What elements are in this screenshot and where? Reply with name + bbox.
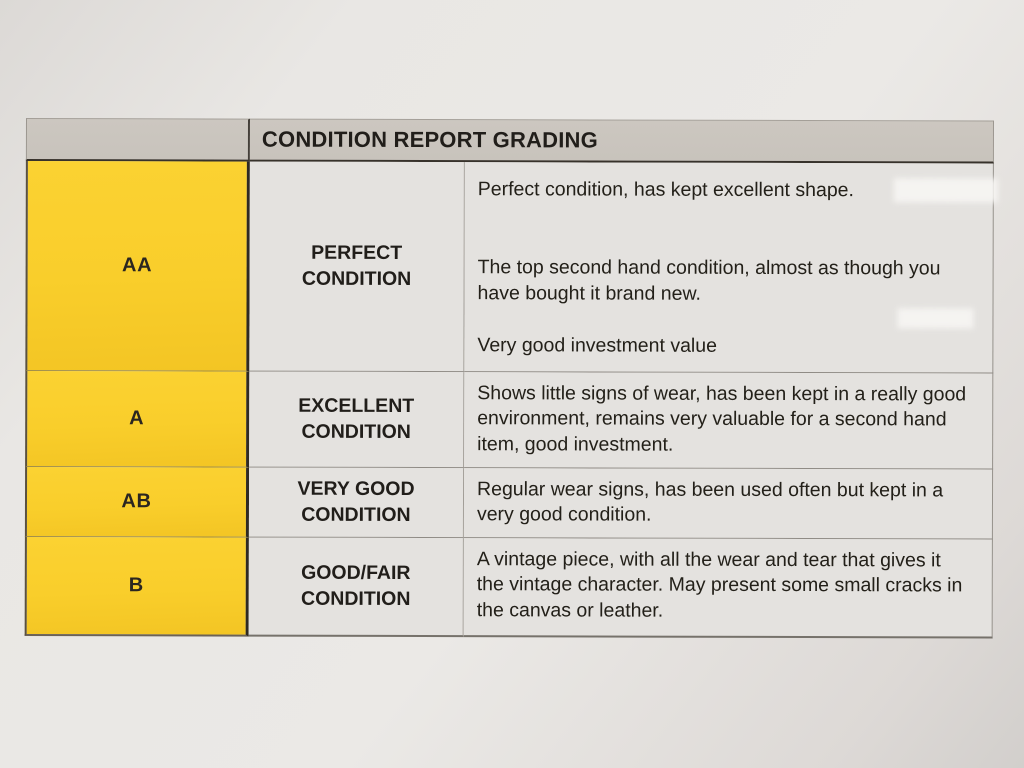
grade-cell-ab: AB: [24, 466, 250, 538]
description-paragraph: The top second hand condition, almost as…: [477, 256, 941, 305]
description-paragraph: A vintage piece, with all the wear and t…: [476, 548, 963, 622]
condition-cell-aa: PERFECT CONDITION: [249, 161, 465, 373]
condition-label: PERFECT CONDITION: [301, 241, 412, 290]
description-cell-a: Shows little signs of wear, has been kep…: [464, 372, 994, 470]
table-title: CONDITION REPORT GRADING: [261, 126, 599, 153]
condition-cell-a: EXCELLENT CONDITION: [249, 371, 465, 469]
grade-cell-aa: AA: [25, 160, 250, 372]
grade-label: A: [129, 407, 145, 430]
condition-cell-ab: VERY GOOD CONDITION: [248, 467, 465, 539]
description-paragraph: Perfect condition, has kept excellent sh…: [477, 178, 854, 202]
description-paragraph: Shows little signs of wear, has been kep…: [477, 382, 967, 456]
condition-label: VERY GOOD CONDITION: [297, 477, 415, 526]
header-title-cell: CONDITION REPORT GRADING: [249, 118, 994, 164]
grade-label: B: [128, 574, 144, 597]
condition-label: GOOD/FAIR CONDITION: [300, 561, 411, 610]
description-paragraph: Very good investment value: [477, 334, 717, 357]
condition-cell-b: GOOD/FAIR CONDITION: [248, 537, 464, 638]
description-paragraph: Regular wear signs, has been used often …: [476, 478, 944, 526]
grade-cell-a: A: [25, 370, 250, 468]
header-corner-cell: [25, 118, 250, 162]
grade-cell-b: B: [24, 536, 249, 637]
grading-table: CONDITION REPORT GRADING AA PERFECT COND…: [24, 118, 998, 639]
grade-label: AA: [122, 254, 153, 277]
description-cell-b: A vintage piece, with all the wear and t…: [463, 538, 993, 639]
description-cell-aa: Perfect condition, has kept excellent sh…: [464, 162, 994, 374]
grade-label: AB: [121, 490, 152, 513]
description-cell-ab: Regular wear signs, has been used often …: [463, 468, 994, 540]
condition-label: EXCELLENT CONDITION: [298, 394, 415, 443]
